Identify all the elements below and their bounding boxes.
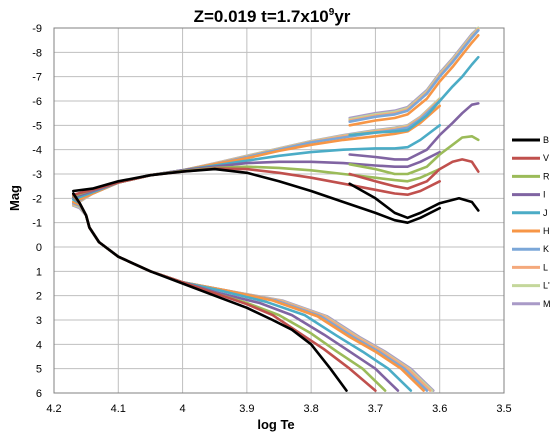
- gridlines: [53, 27, 505, 394]
- plot-area-border: [53, 27, 505, 394]
- series-line-upper: [72, 167, 441, 224]
- legend-label: K: [543, 244, 549, 254]
- x-tick-label: 4.1: [111, 403, 126, 415]
- legend-label: R: [543, 171, 550, 181]
- x-tick-label: 3.5: [496, 403, 511, 415]
- x-tick-label: 3.7: [368, 403, 383, 415]
- y-tick-label: 5: [36, 364, 42, 376]
- y-tick-label: 3: [36, 315, 42, 327]
- series-line-rgb: [348, 34, 480, 127]
- x-tick-label: 3.9: [239, 403, 254, 415]
- y-tick-label: -5: [32, 120, 42, 132]
- series-line-rgb: [348, 135, 480, 176]
- series-lp: [72, 26, 480, 392]
- tick-labels: -9 -8 -7 -6 -5 -4 -3 -2 -1 0 1 2 3 4 5 6 4.2 4.1 4 3.9 3.8 3.…: [32, 23, 511, 415]
- x-tick-label: 4: [180, 403, 186, 415]
- legend-label: V: [543, 153, 549, 163]
- legend-label: J: [543, 208, 548, 218]
- legend-label: I: [543, 190, 546, 200]
- y-tick-label: -8: [32, 47, 42, 59]
- y-tick-label: -9: [32, 23, 42, 35]
- x-axis-title: log Te: [257, 417, 294, 432]
- y-tick-label: 6: [36, 388, 42, 400]
- series-k: [72, 29, 480, 392]
- y-tick-label: 0: [36, 242, 42, 254]
- y-tick-label: -3: [32, 169, 42, 181]
- series-line-rgb: [348, 29, 480, 123]
- chart-title-exponent: 9: [329, 7, 335, 18]
- series-line-ms: [72, 198, 413, 392]
- x-tick-label: 4.2: [46, 403, 61, 415]
- y-tick-label: -2: [32, 193, 42, 205]
- x-tick-label: 3.6: [432, 403, 447, 415]
- legend-label: H: [543, 226, 550, 236]
- series-line-rgb: [348, 27, 480, 122]
- y-tick-label: 1: [36, 266, 42, 278]
- legend-label: L': [543, 281, 550, 291]
- series-line-rgb: [348, 158, 480, 190]
- series-line-rgb: [348, 182, 480, 220]
- series-line-ms: [72, 192, 348, 392]
- series-line-rgb: [348, 55, 480, 137]
- series-m: [72, 26, 480, 392]
- y-tick-label: -4: [32, 145, 42, 157]
- y-tick-label: -7: [32, 72, 42, 84]
- series-v: [72, 158, 480, 392]
- series-line-rgb: [348, 102, 480, 161]
- y-tick-label: 4: [36, 339, 42, 351]
- x-tick-label: 3.8: [303, 403, 318, 415]
- y-tick-label: 2: [36, 291, 42, 303]
- y-tick-label: -1: [32, 218, 42, 230]
- series-l: [72, 27, 480, 392]
- legend-label: M: [543, 299, 551, 309]
- y-axis-title: Mag: [7, 185, 22, 211]
- legend-label: B: [543, 135, 549, 145]
- y-tick-label: -6: [32, 96, 42, 108]
- chart-title: Z=0.019 t=1.7x109yr: [194, 7, 351, 26]
- axes: [53, 27, 505, 394]
- legend-label: L: [543, 262, 548, 272]
- series-b: [72, 167, 480, 392]
- chart-title-unit: yr: [334, 7, 350, 26]
- series-lines: [72, 26, 480, 392]
